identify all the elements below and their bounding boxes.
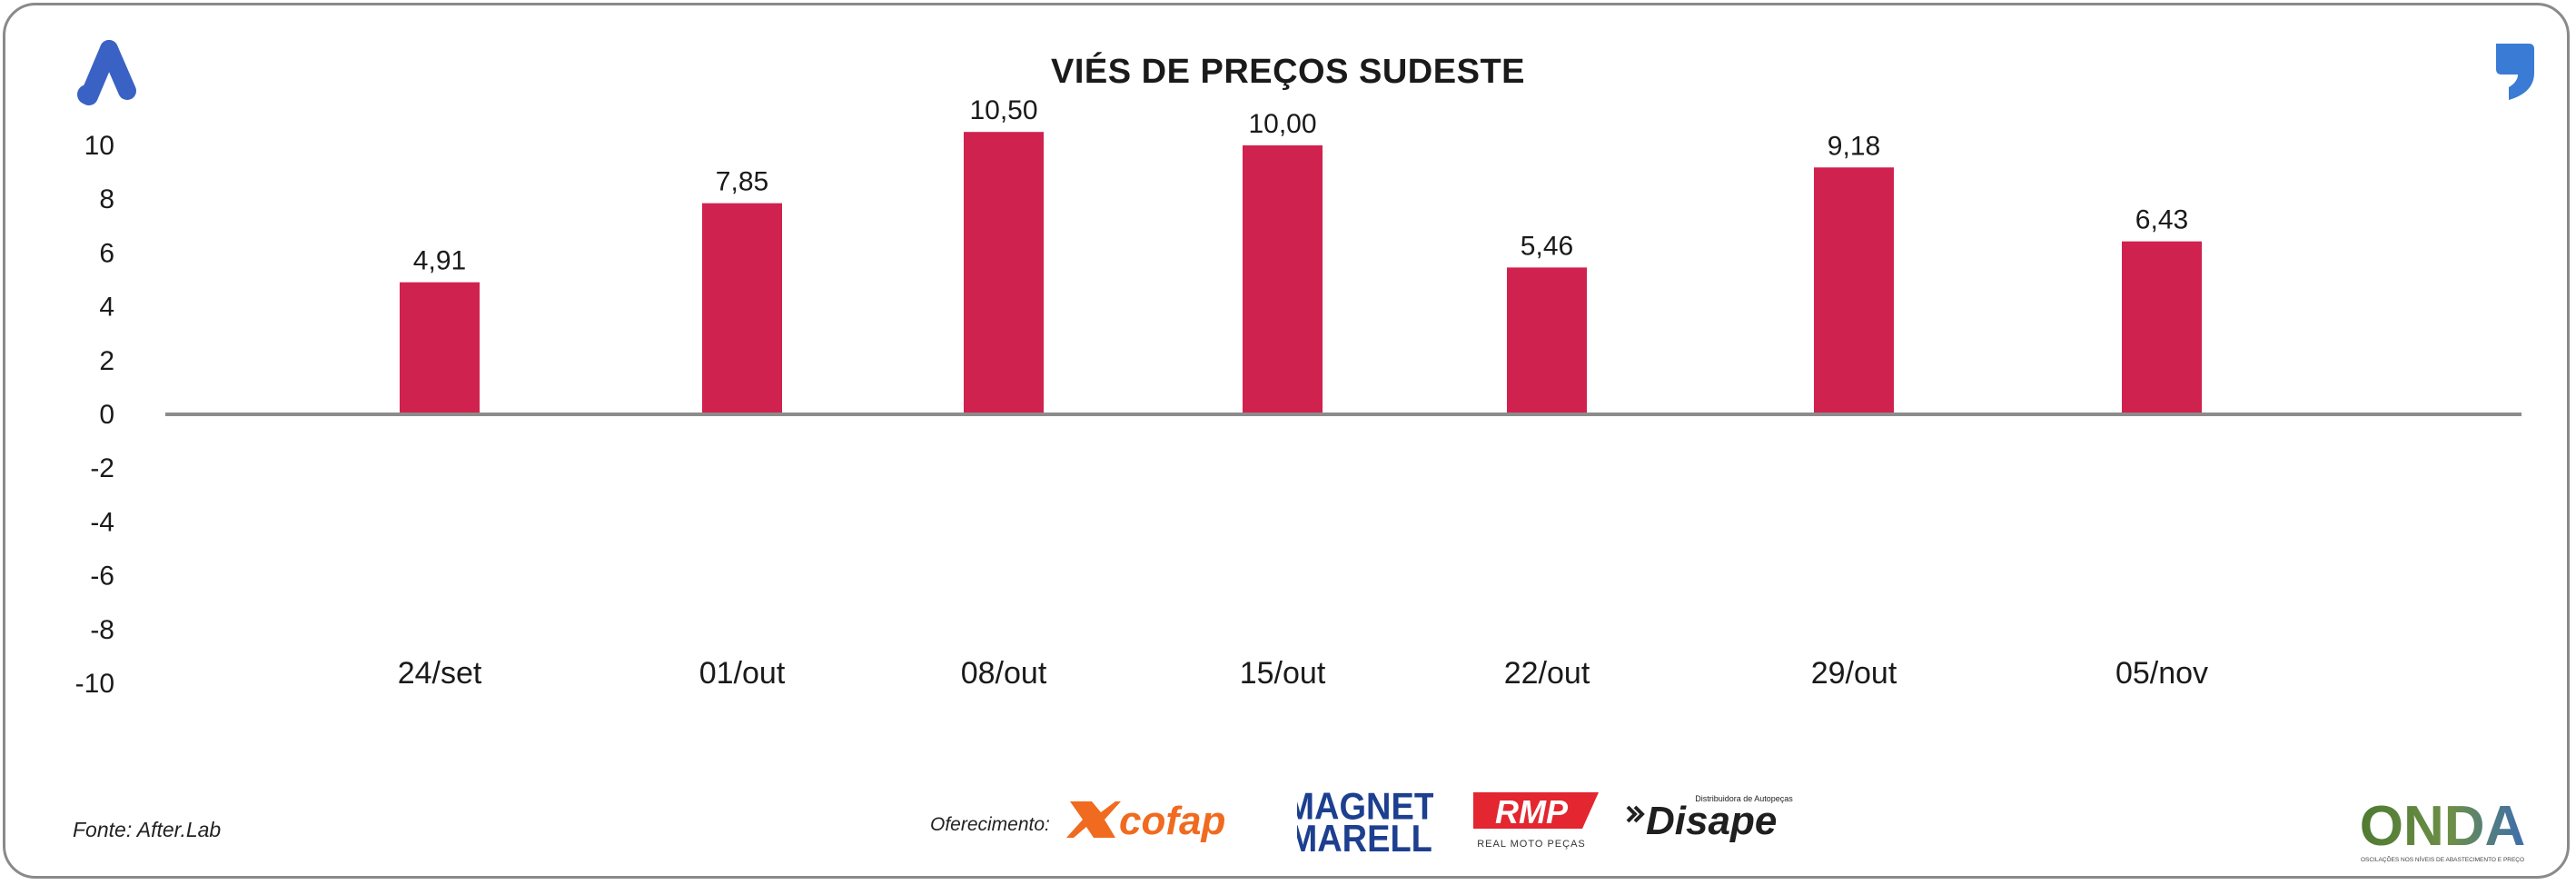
y-tick-label: -2 xyxy=(90,453,114,483)
data-label: 4,91 xyxy=(413,246,466,276)
y-tick-label: -10 xyxy=(75,669,114,699)
x-tick-label: 15/out xyxy=(1240,656,1326,691)
data-label: 10,50 xyxy=(969,95,1037,125)
magneti-text: MAGNETI xyxy=(1297,786,1433,828)
x-tick-label: 05/nov xyxy=(2115,656,2208,691)
after-lab-logo-icon xyxy=(77,40,136,105)
disape-text: Disape xyxy=(1646,799,1777,843)
bar-chart: 10 8 6 4 2 0 -2 -4 -6 -8 -10 4,91 7,85 10,50 10,00 5,46… xyxy=(75,95,2522,699)
y-tick-label: 2 xyxy=(99,346,114,376)
onda-text: ONDA xyxy=(2360,796,2526,858)
x-tick-label: 22/out xyxy=(1504,656,1590,691)
x-tick-label: 29/out xyxy=(1811,656,1897,691)
bar xyxy=(1814,167,1894,414)
comma-logo-icon xyxy=(2496,44,2534,100)
y-tick-label: -6 xyxy=(90,562,114,592)
y-tick-label: 6 xyxy=(99,238,114,268)
data-label: 7,85 xyxy=(716,167,768,197)
x-tick-label: 08/out xyxy=(961,656,1047,691)
x-tick-label: 24/set xyxy=(398,656,482,691)
disape-logo: Distribuidora de Autopeças Disape xyxy=(1626,794,1793,843)
bar xyxy=(702,203,782,414)
data-label: 10,00 xyxy=(1248,109,1316,139)
magneti-marelli-logo: MAGNETI MARELLI xyxy=(1297,786,1433,856)
data-label: 9,18 xyxy=(1828,131,1880,161)
y-tick-label: -4 xyxy=(90,507,114,537)
bar xyxy=(1243,145,1323,414)
rmp-logo: RMP REAL MOTO PEÇAS xyxy=(1473,792,1599,850)
bar xyxy=(400,282,480,414)
y-tick-label: 4 xyxy=(99,293,114,323)
y-tick-label: 0 xyxy=(99,400,114,430)
sponsor-label: Oferecimento: xyxy=(930,814,1050,835)
y-tick-label: 10 xyxy=(84,131,114,161)
rmp-text: RMP xyxy=(1495,793,1569,830)
source-note: Fonte: After.Lab xyxy=(73,818,222,841)
disape-subtext: Distribuidora de Autopeças xyxy=(1695,794,1793,803)
y-tick-label: 8 xyxy=(99,184,114,214)
onda-logo: ONDA OSCILAÇÕES NOS NÍVEIS DE ABASTECIME… xyxy=(2360,796,2526,863)
bar xyxy=(1507,267,1587,414)
data-label: 5,46 xyxy=(1521,231,1573,261)
bar xyxy=(964,132,1044,414)
onda-subtext: OSCILAÇÕES NOS NÍVEIS DE ABASTECIMENTO E… xyxy=(2361,855,2524,863)
y-tick-label: -8 xyxy=(90,615,114,645)
cofap-logo: cofap xyxy=(1066,799,1225,843)
x-tick-label: 01/out xyxy=(699,656,786,691)
data-label: 6,43 xyxy=(2135,205,2188,235)
cofap-text: cofap xyxy=(1119,799,1225,843)
marelli-text: MARELLI xyxy=(1297,818,1433,856)
chart-title: VIÉS DE PREÇOS SUDESTE xyxy=(1050,53,1525,91)
bar xyxy=(2122,241,2202,414)
rmp-subtext: REAL MOTO PEÇAS xyxy=(1477,839,1586,850)
